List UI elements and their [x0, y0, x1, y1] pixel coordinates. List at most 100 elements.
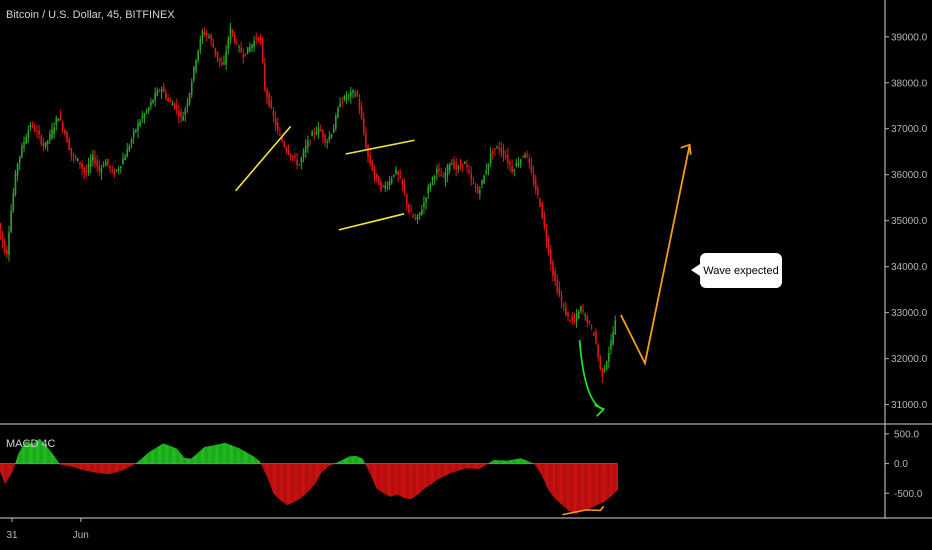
price-tick-label: 38000.0 — [891, 78, 928, 89]
candle-body — [137, 123, 139, 132]
candle-body — [369, 155, 371, 164]
candle-body — [309, 140, 311, 142]
candle-body — [55, 117, 58, 125]
candle-body — [608, 353, 610, 362]
candle-body — [156, 90, 159, 96]
candle-body — [261, 38, 264, 63]
time-tick-label: 31 — [6, 530, 18, 541]
candle-body — [150, 102, 152, 106]
candle-body — [242, 53, 245, 58]
candle-body — [21, 146, 23, 157]
candle-body — [23, 141, 25, 148]
candle-body — [188, 93, 191, 104]
candle-body — [109, 166, 111, 168]
candle-body — [438, 168, 440, 172]
candle-body — [175, 105, 178, 109]
candle-body — [476, 186, 479, 194]
candle-body — [410, 211, 412, 213]
candle-body — [588, 321, 591, 324]
candle-body — [431, 177, 434, 181]
candle-body — [569, 319, 571, 321]
price-tick-label: 31000.0 — [891, 400, 928, 411]
candle-body — [423, 202, 425, 208]
candle-body — [537, 188, 539, 196]
candle-body — [375, 173, 378, 177]
candle-body — [115, 169, 118, 171]
candle-body — [517, 163, 520, 166]
candle-body — [543, 214, 546, 227]
candle-body — [560, 296, 563, 302]
candle-body — [472, 182, 475, 184]
candle-body — [266, 89, 268, 98]
candle-body — [509, 162, 511, 166]
candle-body — [87, 164, 90, 173]
candle-body — [281, 136, 283, 142]
candle-body — [328, 136, 331, 141]
candle-body — [92, 154, 94, 161]
candle-body — [18, 156, 21, 164]
candle-body — [412, 214, 414, 218]
candle-body — [345, 97, 348, 99]
candle-body — [152, 99, 154, 103]
candle-body — [122, 159, 124, 165]
candle-body — [451, 164, 453, 166]
candle-body — [178, 111, 180, 117]
candle-body — [448, 163, 451, 171]
candle-body — [240, 48, 242, 53]
candle-body — [487, 163, 490, 171]
candle-body — [358, 98, 361, 110]
candle-body — [545, 229, 548, 241]
candle-body — [96, 160, 98, 167]
candle-body — [128, 146, 131, 151]
macd-histogram — [0, 438, 618, 514]
candle-body — [145, 110, 148, 112]
candle-body — [468, 169, 470, 173]
candle-body — [184, 108, 187, 115]
candle-body — [141, 116, 144, 119]
candle-body — [354, 94, 356, 96]
candle-body — [199, 39, 202, 51]
candle-body — [502, 149, 505, 157]
candle-body — [522, 156, 524, 158]
candle-body — [274, 117, 277, 126]
candle-body — [257, 37, 260, 41]
candle-body — [279, 134, 281, 136]
candle-body — [98, 165, 101, 171]
candle-body — [453, 161, 455, 169]
candle-body — [300, 157, 303, 164]
candle-body — [373, 169, 376, 176]
candle-body — [264, 63, 266, 90]
candle-body — [186, 102, 189, 108]
candle-body — [81, 163, 83, 169]
candle-body — [49, 133, 51, 141]
candle-body — [319, 129, 322, 132]
candle-body — [36, 131, 38, 133]
candle-body — [244, 53, 247, 56]
candle-body — [470, 173, 473, 179]
annotation-callout[interactable]: Wave expected — [691, 253, 782, 288]
candle-body — [311, 131, 313, 136]
time-tick-label: Jun — [73, 530, 89, 541]
candle-body — [498, 147, 500, 150]
candle-body — [513, 169, 516, 171]
candle-body — [442, 176, 445, 178]
candle-body — [429, 183, 432, 189]
candle-body — [229, 27, 232, 40]
candle-body — [40, 136, 43, 144]
candle-body — [14, 173, 17, 195]
candle-body — [302, 150, 305, 158]
candle-body — [296, 159, 298, 166]
candle-body — [291, 155, 294, 158]
candle-body — [61, 121, 64, 131]
candle-body — [395, 169, 397, 174]
candle-body — [479, 190, 481, 194]
candle-body — [236, 42, 238, 44]
candle-body — [233, 35, 236, 43]
candle-body — [455, 163, 457, 170]
candle-body — [418, 212, 421, 216]
candle-body — [554, 270, 556, 281]
candle-body — [584, 314, 586, 316]
trend-line — [345, 139, 415, 155]
candle-body — [362, 118, 365, 134]
